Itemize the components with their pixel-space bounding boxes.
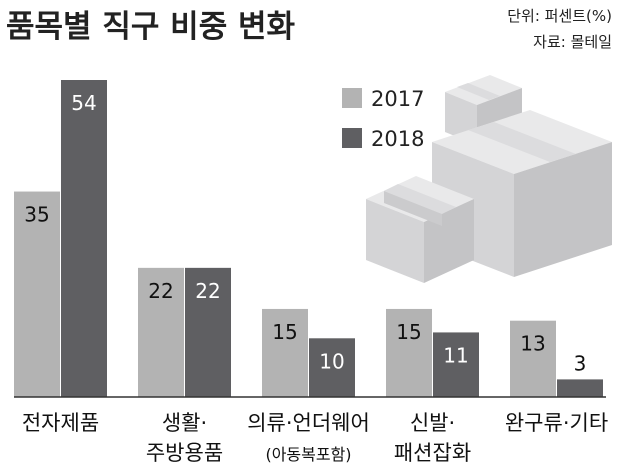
bar-2018-2 <box>309 338 355 397</box>
category-sublabel-2: (아동복포함) <box>265 445 351 464</box>
category-label-3-0: 신발· <box>410 411 455 435</box>
legend-label-2018: 2018 <box>371 127 424 151</box>
legend-label-2017: 2017 <box>371 87 424 111</box>
bar-2017-1 <box>138 267 184 397</box>
front-box <box>366 176 474 283</box>
data-label-2017-3: 15 <box>396 320 421 344</box>
bar-2018-4 <box>557 379 603 397</box>
data-label-2017-1: 22 <box>148 279 173 303</box>
legend: 2017 2018 <box>342 87 424 151</box>
source-note: 자료: 몰테일 <box>533 33 612 51</box>
category-label-0-0: 전자제품 <box>22 411 99 435</box>
category-label-1-1: 주방용품 <box>146 441 223 465</box>
legend-swatch-2017 <box>342 88 362 108</box>
chart-title: 품목별 직구 비중 변화 <box>6 9 296 45</box>
bar-2018-3 <box>433 332 479 397</box>
bar-2017-3 <box>386 308 432 397</box>
bar-2018-1 <box>185 267 231 397</box>
bar-2018-0 <box>61 80 107 397</box>
x-axis-labels: 전자제품 생활· 주방용품 의류·언더웨어 (아동복포함) 신발· 패션잡화 완구류·기타 <box>22 411 608 465</box>
bars: 35 54 22 22 15 10 15 11 13 3 <box>14 80 603 397</box>
data-label-2018-4: 3 <box>574 351 587 375</box>
bar-2017-0 <box>14 191 60 397</box>
data-label-2018-1: 22 <box>195 279 220 303</box>
category-label-4-0: 완구류·기타 <box>505 411 608 435</box>
bar-2017-2 <box>262 308 308 397</box>
legend-swatch-2018 <box>342 128 362 148</box>
data-label-2017-4: 13 <box>520 332 545 356</box>
category-label-3-1: 패션잡화 <box>394 441 471 465</box>
unit-note: 단위: 퍼센트(%) <box>507 7 612 25</box>
boxes-illustration <box>366 75 612 283</box>
category-label-1-0: 생활· <box>162 411 207 435</box>
data-label-2017-2: 15 <box>272 320 297 344</box>
data-label-2018-2: 10 <box>319 349 344 373</box>
data-label-2017-0: 35 <box>24 203 49 227</box>
data-label-2018-3: 11 <box>443 343 468 367</box>
bar-2017-4 <box>510 320 556 397</box>
data-label-2018-0: 54 <box>71 91 96 115</box>
category-label-2-0: 의류·언더웨어 <box>247 411 370 435</box>
